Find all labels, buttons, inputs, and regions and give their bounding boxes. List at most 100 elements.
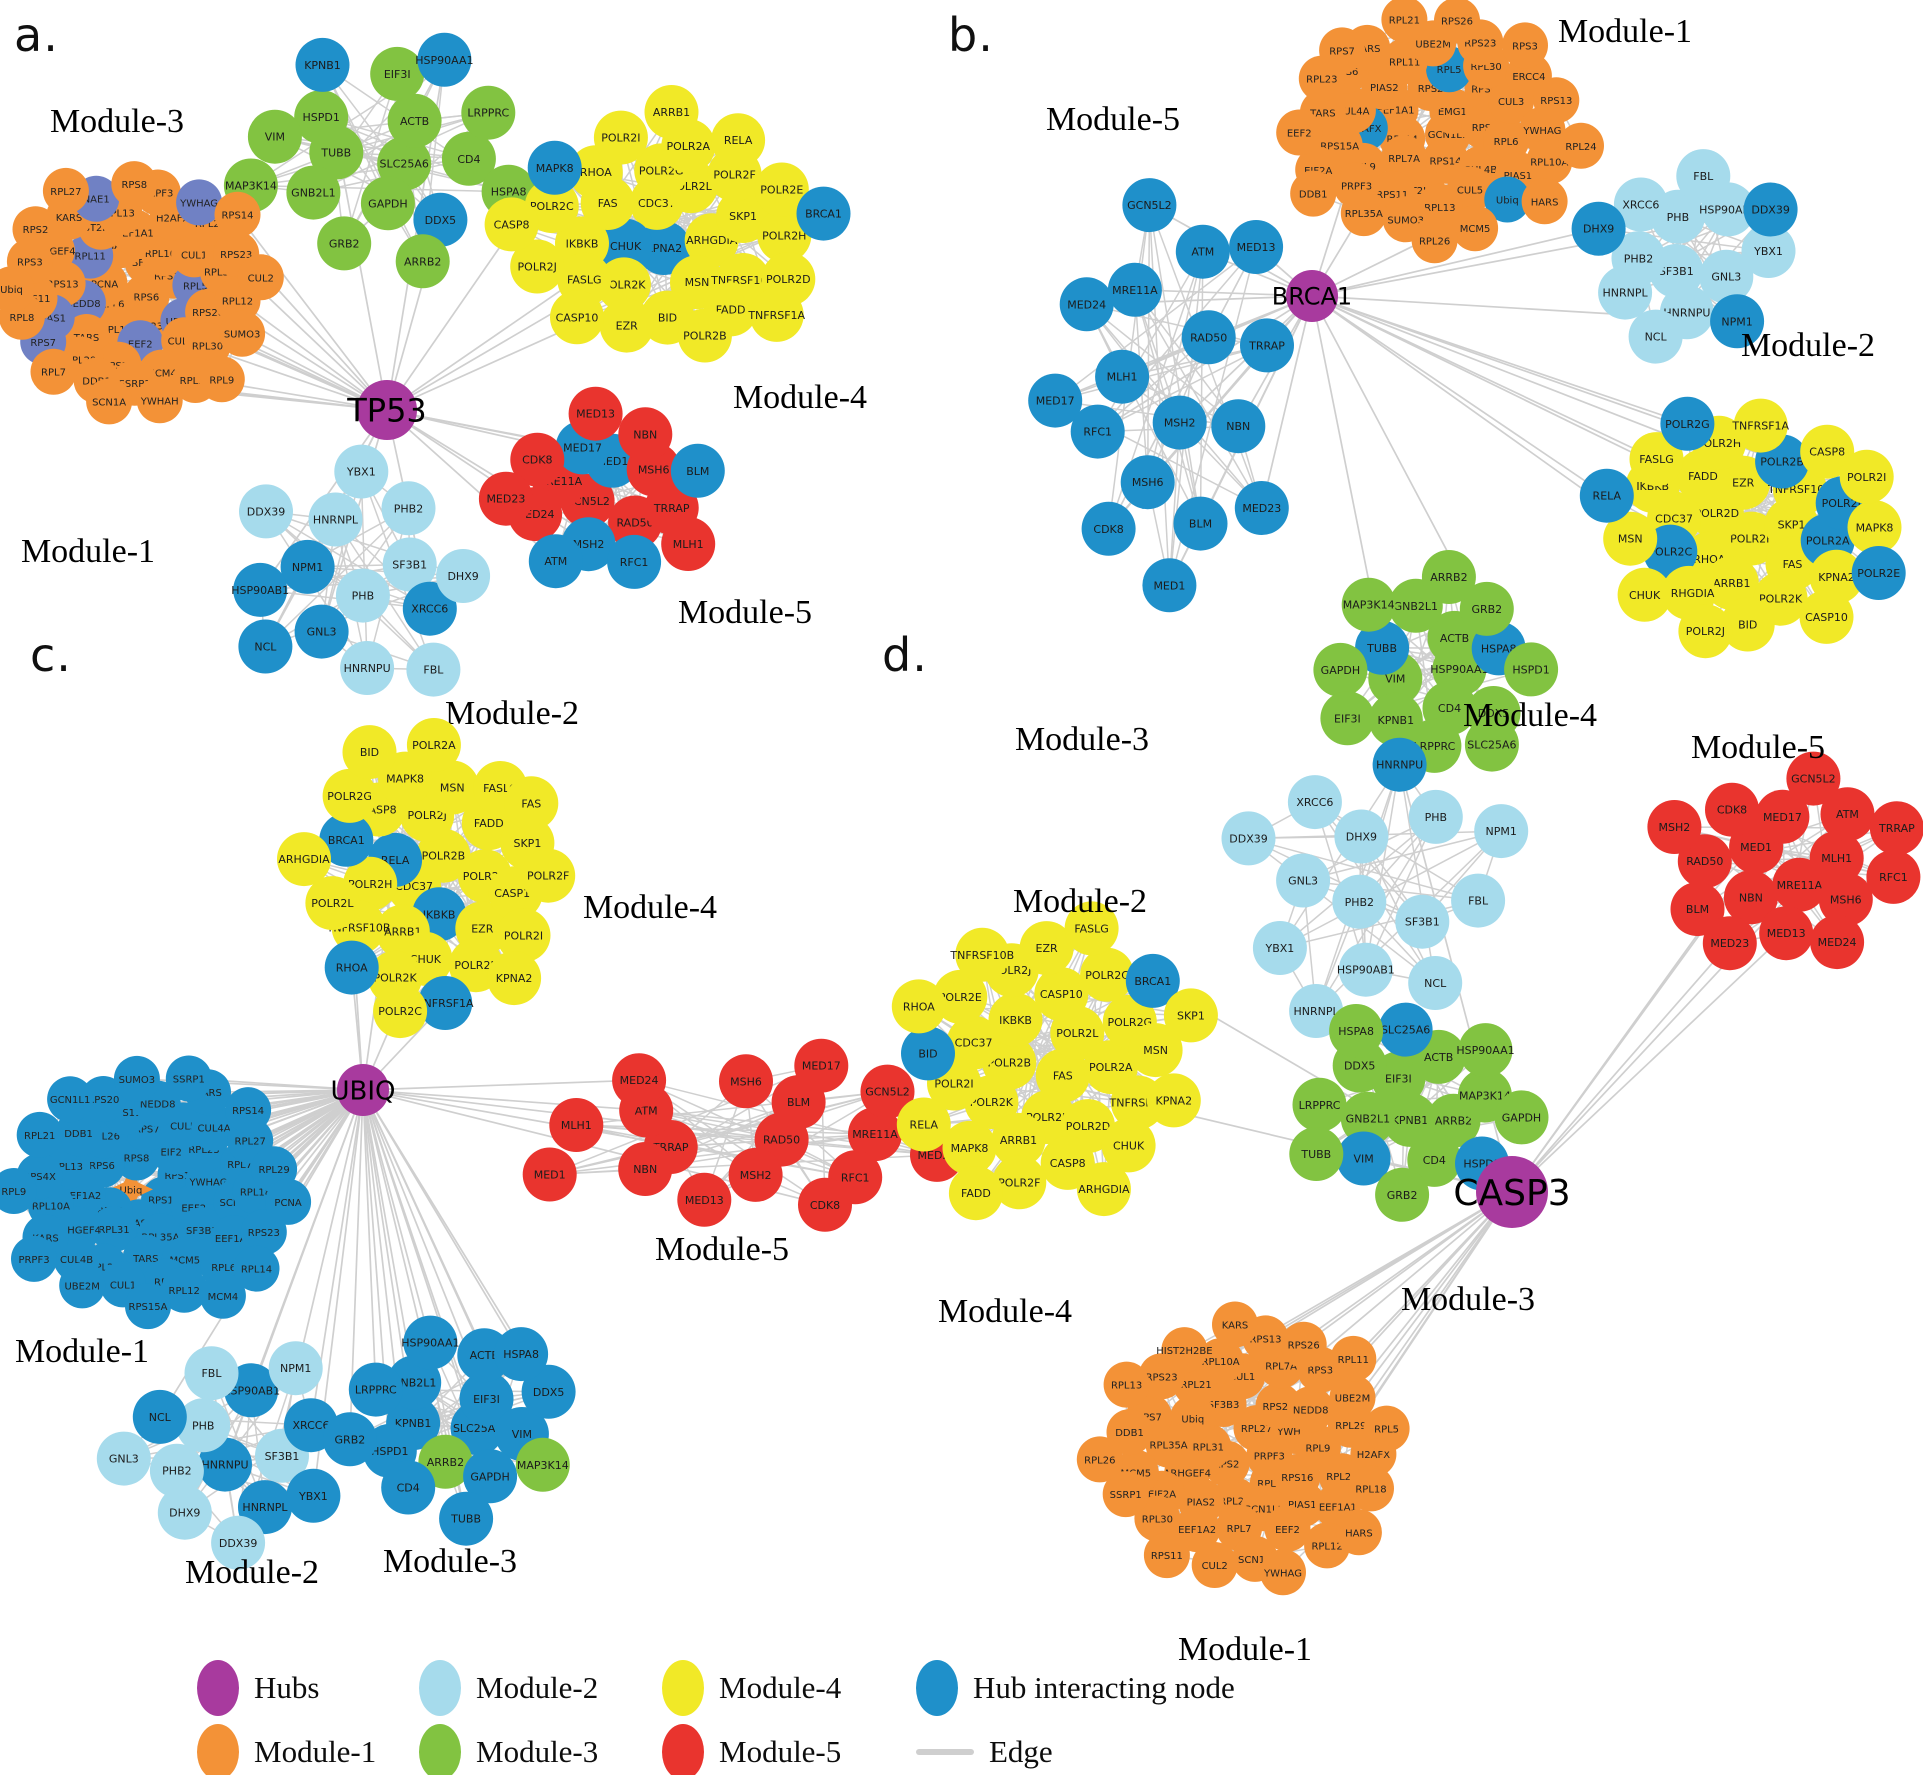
node-label: CUL2 (1202, 1561, 1228, 1572)
node-label: UBE2M (1415, 39, 1451, 50)
node-DDX39: DDX39 (211, 1515, 266, 1570)
node-HNRNPL: HNRNPL (308, 492, 363, 547)
node-circle (749, 287, 804, 342)
panel-letter-d: d. (882, 628, 928, 682)
node-circle (1368, 692, 1423, 747)
node-EZR: EZR (599, 298, 654, 353)
node-circle (42, 167, 89, 214)
node-circle (1571, 201, 1626, 256)
node-BID: BID (901, 1026, 955, 1081)
node-label: SKP1 (513, 837, 541, 850)
node-FBL: FBL (1676, 149, 1731, 204)
node-label: SUMO3 (1387, 215, 1424, 226)
node-label: RPL7A (1265, 1361, 1297, 1372)
node-FBL: FBL (406, 642, 461, 697)
node-circle (484, 197, 539, 252)
node-label: RPS15A (129, 1302, 168, 1313)
node-circle (1558, 122, 1604, 169)
node-RPS15A: RPS15A (125, 1283, 171, 1330)
node-MSH6: MSH6 (1120, 455, 1175, 510)
node-label: DDX5 (533, 1386, 564, 1399)
node-label: MED13 (685, 1194, 724, 1207)
node-label: HNRNPU (344, 662, 391, 675)
node-label: SF3B3 (1208, 1400, 1240, 1411)
node-circle (528, 534, 583, 589)
node-label: CHUK (1113, 1139, 1145, 1152)
node-POLR2E: POLR2E (933, 969, 988, 1024)
node-NBN: NBN (618, 407, 673, 462)
node-MSH6: MSH6 (719, 1054, 773, 1109)
node-circle (1340, 190, 1387, 237)
edge-swatch (916, 1749, 974, 1755)
node-POLR2J: POLR2J (510, 239, 565, 294)
node-label: RPL24 (89, 1263, 120, 1274)
node-GCN5L2: GCN5L2 (860, 1064, 915, 1119)
node-circle (1381, 0, 1428, 43)
module-label-c: Module-2 (185, 1554, 319, 1591)
node-label: HSPA8 (503, 1348, 539, 1361)
node-label: GCN5L2 (865, 1086, 910, 1099)
node-circle (125, 1283, 171, 1330)
node-circle (521, 848, 576, 903)
node-label: BLM (686, 465, 709, 478)
node-label: SUMO3 (224, 330, 261, 341)
node-NCL: NCL (132, 1389, 187, 1444)
node-GAPDH: GAPDH (1313, 642, 1368, 697)
node-circle (381, 481, 436, 536)
node-RPL21: RPL21 (16, 1111, 63, 1158)
node-BID: BID (1720, 597, 1775, 652)
node-HARS: HARS (1335, 1509, 1382, 1556)
node-circle (1161, 1327, 1208, 1374)
legend-label: Module-3 (476, 1734, 599, 1769)
node-label: GAPDH (1321, 664, 1360, 677)
node-circle (988, 992, 1043, 1047)
node-label: TNFRSF10B (949, 949, 1014, 962)
node-label: UBE2M (1335, 1394, 1371, 1405)
node-label: RPS11 (1151, 1551, 1183, 1562)
node-label: RPS2 (23, 225, 49, 236)
node-circle (1234, 481, 1289, 535)
node-circle (184, 1346, 239, 1401)
node-circle (406, 642, 461, 697)
hub-label: CASP3 (1453, 1173, 1570, 1214)
node-circle (494, 1327, 549, 1382)
node-POLR2I: POLR2I (593, 110, 648, 165)
node-label: POLR2K (1759, 593, 1803, 606)
node-NCL: NCL (1628, 309, 1683, 364)
node-label: POLR2G (1108, 1016, 1153, 1029)
node-label: GNL3 (1288, 875, 1318, 888)
node-label: TNFRSF1A (747, 309, 805, 322)
node-label: RPS14 (1429, 157, 1461, 168)
node-label: EMG1 (1438, 107, 1467, 118)
node-VIM: VIM (247, 109, 302, 164)
node-circle (1134, 1495, 1181, 1542)
node-label: POLR2J (408, 809, 447, 822)
edge (265, 510, 431, 610)
legend-label: Module-4 (719, 1670, 842, 1705)
node-circle (1733, 398, 1788, 453)
node-label: EEF1A1 (116, 229, 154, 240)
module-label-a: Module-1 (21, 533, 155, 570)
node-label: BLM (1189, 518, 1212, 531)
node-label: MED1 (1153, 579, 1185, 592)
node-circle (550, 290, 604, 345)
node-PHB2: PHB2 (149, 1443, 204, 1498)
node-circle (1276, 853, 1331, 908)
node-label: RPS7 (1329, 46, 1355, 57)
node-label: Ubiq (1181, 1415, 1204, 1426)
node-label: MCM5 (1460, 224, 1491, 235)
node-circle (233, 562, 288, 617)
node-label: RPS2 (1418, 84, 1444, 95)
node-label: H2AFX (156, 213, 189, 224)
node-IKBKB: IKBKB (988, 992, 1043, 1047)
node-MAPK8: MAPK8 (527, 140, 582, 195)
node-CUL4A: CUL4A (191, 1104, 238, 1151)
node-FBL: FBL (184, 1346, 239, 1401)
node-circle (522, 1147, 577, 1202)
node-label: HIST2H2BE (1394, 186, 1450, 197)
node-CD4: CD4 (441, 131, 496, 186)
hub-edge (362, 1079, 640, 1091)
node-label: XRCC6 (1296, 796, 1333, 809)
node-label: KPNA2 (496, 972, 533, 985)
edge (321, 64, 441, 221)
